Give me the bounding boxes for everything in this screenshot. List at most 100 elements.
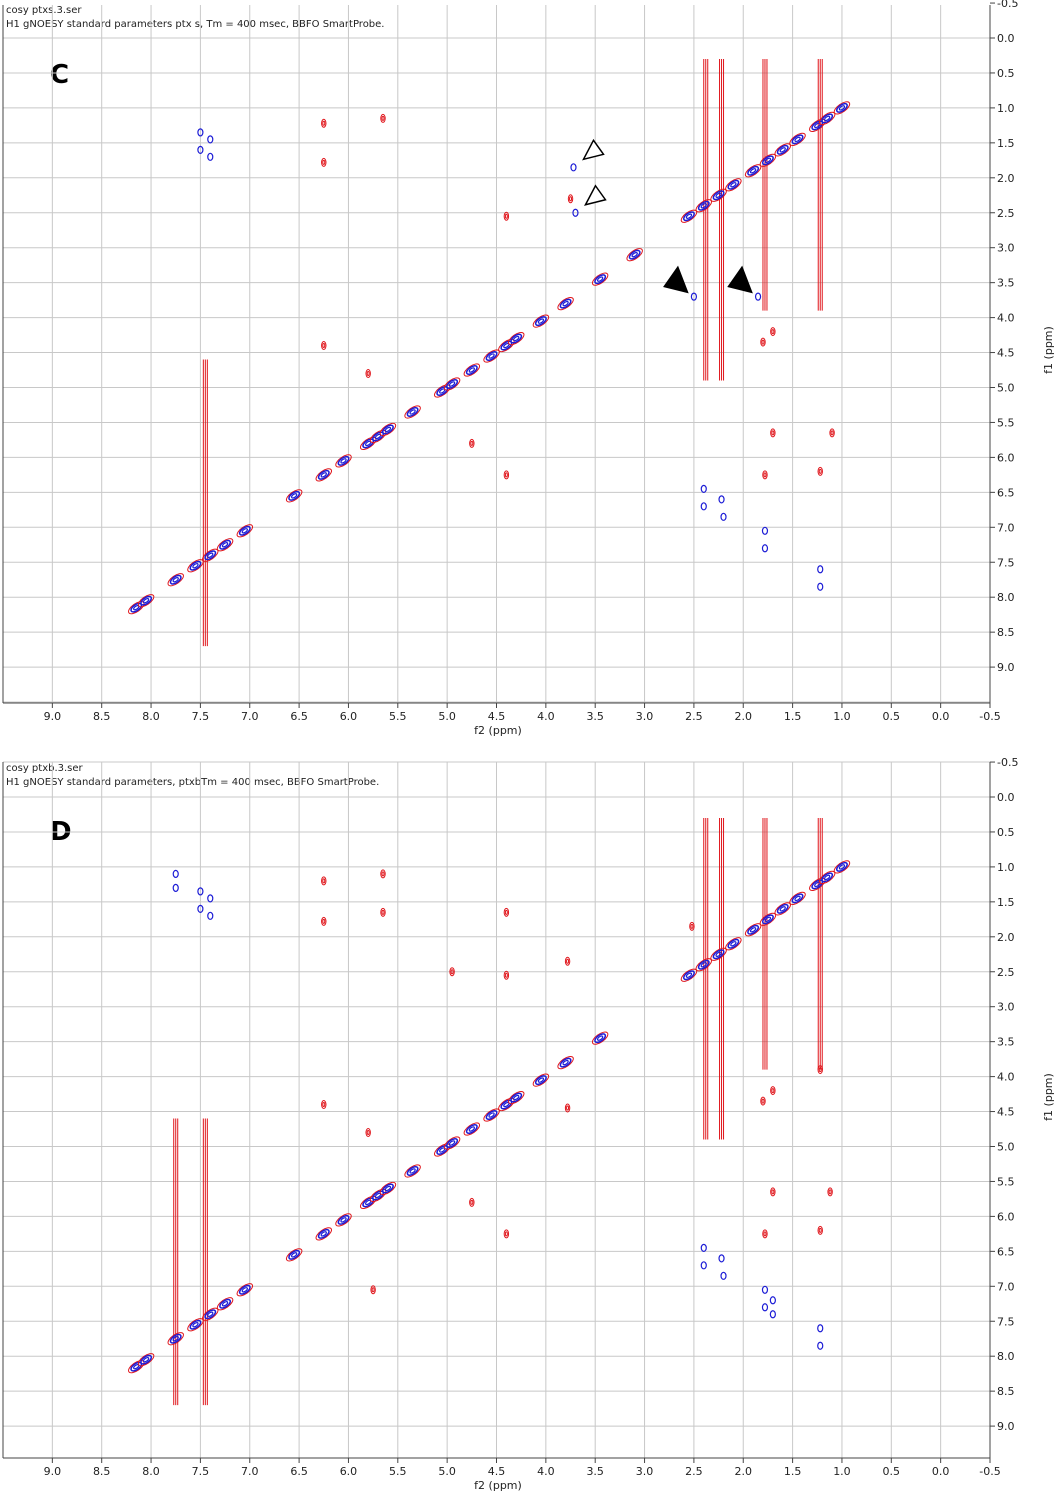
negative-cross-peak [817, 582, 824, 591]
x-tick-label: 6.0 [340, 1465, 358, 1478]
positive-streak [202, 359, 208, 647]
negative-cross-peak [817, 565, 824, 574]
positive-cross-peak [770, 428, 776, 438]
diagonal-peak [532, 1073, 550, 1087]
x-tick-label: 0.5 [883, 710, 901, 723]
spectrum-description: H1 gNOESY standard parameters, ptxbTm = … [6, 777, 380, 788]
x-tick-label: 4.0 [537, 710, 555, 723]
x-tick-label: 4.0 [537, 1465, 555, 1478]
positive-cross-peak [503, 1229, 510, 1239]
x-tick-label: 7.5 [192, 1465, 210, 1478]
negative-cross-peak [172, 869, 179, 878]
diagonal-peak [285, 1248, 303, 1262]
negative-cross-peak [207, 135, 214, 144]
positive-cross-peak [762, 470, 768, 480]
diagonal-peak [508, 1090, 525, 1105]
y-tick-label: 3.0 [997, 1001, 1015, 1014]
y-tick-label: 9.0 [997, 1420, 1015, 1433]
positive-cross-peak [770, 327, 776, 337]
y-tick-label: 2.0 [997, 931, 1015, 944]
y-tick-label: 2.5 [997, 966, 1015, 979]
y-tick-label: 2.0 [997, 172, 1015, 185]
diagonal-peak [315, 1227, 332, 1241]
positive-cross-peak [770, 1187, 776, 1197]
x-tick-label: 0.0 [932, 710, 950, 723]
positive-streak [173, 1118, 179, 1406]
negative-cross-peak [700, 484, 707, 493]
x-tick-label: 9.0 [44, 710, 62, 723]
diagonal-peak [591, 272, 609, 286]
spectrum-filename: cosy ptxs.3.ser [6, 5, 82, 16]
positive-cross-peak [380, 869, 386, 879]
positive-streak [202, 1118, 208, 1406]
diagonal-peak [833, 101, 851, 115]
y-tick-label: 0.0 [997, 32, 1015, 45]
x-axis-title: f2 (ppm) [474, 1479, 522, 1492]
spectrum-filename: cosy ptxb.3.ser [6, 763, 83, 774]
diagonal-peak [532, 314, 550, 328]
positive-streak [719, 58, 725, 381]
y-tick-label: 2.5 [997, 207, 1015, 220]
x-tick-label: 3.0 [636, 1465, 654, 1478]
negative-cross-peak [207, 911, 214, 920]
diagonal-peak [443, 377, 461, 391]
y-tick-label: 7.0 [997, 1280, 1015, 1293]
positive-cross-peak [760, 1096, 766, 1106]
diagonal-peak [236, 1283, 254, 1297]
positive-cross-peak [503, 907, 510, 917]
x-tick-label: 8.5 [93, 710, 111, 723]
negative-cross-peak [207, 152, 214, 161]
negative-cross-peak [720, 1271, 727, 1280]
positive-cross-peak [380, 113, 386, 123]
x-tick-label: 3.5 [586, 710, 604, 723]
positive-streak [719, 817, 725, 1140]
negative-cross-peak [197, 145, 204, 154]
diagonal-peak [680, 968, 698, 982]
positive-cross-peak [365, 1128, 371, 1138]
diagonal-peak [710, 188, 727, 202]
negative-cross-peak [207, 894, 214, 903]
diagonal-peak [789, 132, 806, 146]
y-tick-label: 5.0 [997, 382, 1015, 395]
diagonal-peak [137, 1353, 155, 1367]
positive-cross-peak [564, 1103, 571, 1113]
y-tick-label: 3.0 [997, 242, 1015, 255]
diagonal-peak [591, 1031, 609, 1045]
positive-cross-peak [321, 157, 327, 167]
y-tick-label: 8.0 [997, 1350, 1015, 1363]
diagonal-peak [335, 454, 352, 468]
y-tick-label: 4.0 [997, 312, 1015, 325]
positive-cross-peak [380, 907, 386, 917]
x-axis-title: f2 (ppm) [474, 724, 522, 737]
x-tick-label: 4.5 [488, 1465, 506, 1478]
diagonal-peak [557, 297, 574, 311]
y-tick-label: 5.0 [997, 1141, 1015, 1154]
y-tick-label: 8.0 [997, 591, 1015, 604]
y-tick-label: 6.5 [997, 486, 1015, 499]
positive-streak [703, 58, 709, 381]
y-tick-label: 3.5 [997, 277, 1015, 290]
positive-cross-peak [827, 1187, 833, 1197]
y-tick-label: -0.5 [997, 0, 1018, 10]
positive-cross-peak [817, 1225, 823, 1235]
x-tick-label: 3.5 [586, 1465, 604, 1478]
diagonal-peak [335, 1213, 352, 1227]
diagonal-peak [404, 405, 421, 419]
positive-cross-peak [469, 1197, 475, 1207]
diagonal-peak [463, 363, 481, 377]
x-tick-label: 0.5 [883, 1465, 901, 1478]
x-tick-label: 0.0 [932, 1465, 950, 1478]
positive-streak [817, 58, 823, 311]
diagonal-peak [167, 1332, 184, 1346]
noesy-spectrum-plot: 9.0 8.5 8.0 7.5 7.0 6.5 6.0 5.5 5.0 4.5 4.0 3.5 3.0 2… [2, 0, 1055, 737]
negative-cross-peak [754, 292, 762, 301]
diagonal-peak [508, 331, 525, 346]
diagonal-peak [216, 1297, 234, 1311]
x-tick-label: 1.5 [784, 710, 802, 723]
diagonal-peak [285, 489, 303, 503]
y-tick-label: 0.5 [997, 67, 1015, 80]
diagonal-peak [443, 1136, 461, 1150]
y-tick-label: 0.0 [997, 791, 1015, 804]
x-tick-label: 5.0 [438, 1465, 456, 1478]
diagonal-peak [833, 860, 851, 874]
